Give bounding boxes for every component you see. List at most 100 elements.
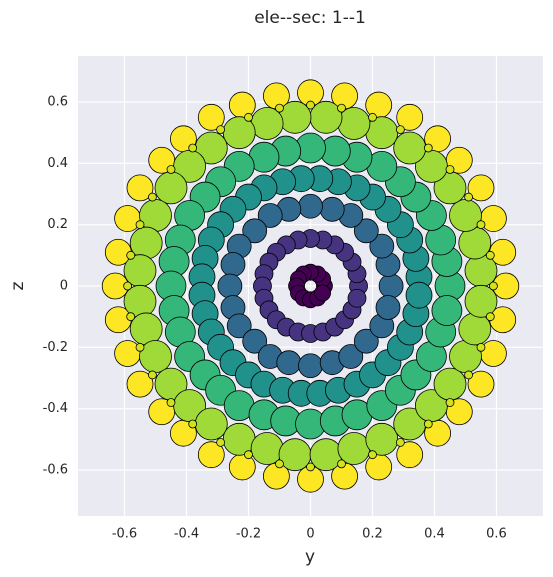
point xyxy=(278,100,312,134)
point xyxy=(338,344,364,369)
point xyxy=(298,193,323,219)
point xyxy=(126,174,154,202)
point xyxy=(242,218,268,244)
point xyxy=(485,312,495,322)
point xyxy=(166,398,176,407)
point xyxy=(423,143,433,153)
point xyxy=(423,419,433,429)
point xyxy=(226,313,252,339)
point xyxy=(479,205,507,232)
point xyxy=(306,100,315,110)
point xyxy=(464,370,474,380)
y-tick-label: -0.4 xyxy=(43,401,68,416)
point xyxy=(449,340,482,373)
point xyxy=(188,143,198,153)
x-tick-label: -0.2 xyxy=(236,527,261,542)
y-tick-label: 0.6 xyxy=(47,95,68,110)
point xyxy=(135,220,145,230)
point xyxy=(365,422,399,456)
point xyxy=(244,450,253,460)
point xyxy=(337,459,346,469)
point xyxy=(147,192,157,202)
point xyxy=(129,312,163,346)
point xyxy=(123,281,132,291)
point xyxy=(242,328,268,354)
point xyxy=(396,441,424,469)
point xyxy=(197,103,225,131)
point xyxy=(222,422,256,456)
point xyxy=(114,340,141,367)
point xyxy=(476,342,486,352)
y-tick-label: -0.6 xyxy=(43,463,68,478)
x-tick-label: 0.2 xyxy=(362,527,383,542)
point xyxy=(347,288,367,308)
point xyxy=(166,165,176,174)
point xyxy=(275,103,284,113)
y-axis-label: z xyxy=(8,281,28,290)
point xyxy=(485,250,495,260)
point xyxy=(464,284,498,318)
point xyxy=(396,103,424,131)
point xyxy=(375,295,401,320)
x-axis-label: y xyxy=(305,547,315,567)
point xyxy=(114,205,141,232)
x-tick-label: 0.4 xyxy=(424,527,445,542)
y-tick-label: 0.2 xyxy=(47,217,68,232)
y-tick-label: 0 xyxy=(60,279,68,294)
point xyxy=(216,437,226,447)
x-tick-label: -0.4 xyxy=(174,527,199,542)
point xyxy=(139,340,172,373)
point xyxy=(395,437,405,447)
point xyxy=(378,273,404,299)
point xyxy=(369,233,395,259)
point xyxy=(222,116,256,150)
point xyxy=(368,450,377,460)
point xyxy=(309,438,343,472)
point xyxy=(309,100,343,134)
point xyxy=(126,312,136,322)
point xyxy=(129,226,163,260)
point xyxy=(405,281,433,309)
point xyxy=(188,419,198,429)
point xyxy=(126,250,136,260)
point xyxy=(135,342,145,352)
point xyxy=(216,125,226,135)
point xyxy=(393,131,427,165)
point xyxy=(278,438,312,472)
x-tick-label: 0.6 xyxy=(486,527,507,542)
point xyxy=(464,192,474,202)
point xyxy=(314,284,331,302)
y-tick-label: -0.2 xyxy=(43,340,68,355)
y-tick-label: 0.4 xyxy=(47,156,68,171)
point xyxy=(194,407,228,441)
point xyxy=(154,171,188,205)
x-tick-label: -0.6 xyxy=(112,527,137,542)
point xyxy=(445,398,455,407)
point xyxy=(298,353,323,379)
point xyxy=(257,203,283,228)
point xyxy=(337,103,346,113)
point xyxy=(433,367,467,401)
point xyxy=(458,226,492,260)
point xyxy=(306,462,315,472)
point xyxy=(147,370,157,380)
point xyxy=(479,340,507,367)
x-tick-label: 0 xyxy=(306,527,314,542)
point xyxy=(220,252,246,277)
point xyxy=(353,218,379,244)
point xyxy=(275,459,284,469)
point xyxy=(445,165,455,174)
point xyxy=(395,125,405,135)
point xyxy=(449,199,482,232)
point xyxy=(197,441,225,469)
point xyxy=(319,196,345,222)
point xyxy=(276,350,302,376)
point xyxy=(458,312,492,346)
point xyxy=(431,295,463,326)
point xyxy=(476,220,486,230)
point xyxy=(488,281,498,291)
point xyxy=(126,370,154,398)
point xyxy=(139,199,172,232)
point xyxy=(244,112,253,122)
